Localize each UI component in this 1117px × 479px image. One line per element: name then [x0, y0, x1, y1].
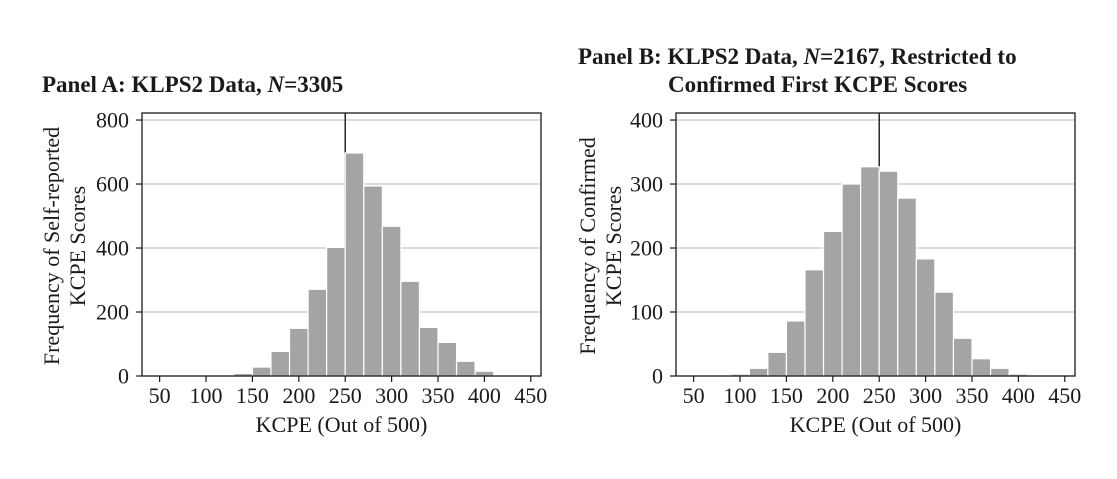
panel-a-y-axis-label-line-1: Frequency of Self-reported [39, 127, 64, 365]
panel-b-plot-frame [675, 112, 1076, 377]
panel-b-y-tick-label: 300 [630, 172, 663, 197]
panel-a-x-tick-label: 300 [375, 383, 408, 408]
panel-b-bar [860, 166, 880, 377]
panel-b-y-tick-label: 0 [652, 364, 663, 389]
panel-b-bar [915, 258, 936, 377]
panel-a-y-tick-label: 400 [96, 236, 129, 261]
panel-a-x-axis-label: KCPE (Out of 500) [256, 412, 428, 437]
panel-a-bar [326, 246, 346, 377]
panel-a-x-tick-label: 350 [422, 383, 455, 408]
panel-b-x-tick-label: 100 [724, 383, 757, 408]
panel-b-bar [934, 291, 955, 377]
panel-a-y-tick-label: 800 [96, 108, 129, 133]
panel-a-bar [400, 280, 421, 377]
panel-a-bar [437, 341, 458, 377]
panel-a: Panel A: KLPS2 Data, N=3305 Frequency of… [39, 72, 547, 437]
panel-b-bar [748, 367, 769, 377]
panel-a-x-tick-label: 200 [282, 383, 315, 408]
panel-b-y-tick-label: 100 [630, 300, 663, 325]
panel-b-title-line-1: Panel B: KLPS2 Data, N=2167, Restricted … [578, 44, 1017, 69]
panel-b-x-tick-label: 450 [1048, 383, 1081, 408]
panel-b-bar [785, 320, 806, 377]
panel-b-bar [878, 170, 899, 377]
panel-a-bar [418, 326, 439, 377]
panel-a-bar [455, 360, 476, 377]
panel-b-x-tick-label: 250 [863, 383, 896, 408]
panel-a-y-tick-label: 0 [118, 364, 129, 389]
panel-a-bar [270, 350, 291, 377]
panel-b-bar [804, 269, 825, 377]
panel-b-x-tick-label: 400 [1002, 383, 1035, 408]
panel-a-bar [288, 327, 309, 377]
panel-b-y-axis-label-line-1: Frequency of Confirmed [575, 137, 600, 355]
panel-a-y-tick-label: 600 [96, 172, 129, 197]
panel-b-x-tick-label: 200 [816, 383, 849, 408]
panel-b-x-tick-label: 50 [683, 383, 705, 408]
panel-b-x-tick-label: 300 [909, 383, 942, 408]
panel-b-y-tick-label: 200 [630, 236, 663, 261]
panel-a-x-tick-label: 50 [149, 383, 171, 408]
panel-b-y-tick-label: 400 [630, 108, 663, 133]
panel-a-x-tick-label: 250 [329, 383, 362, 408]
panel-b-plot-area: 0 100 200 300 400 50 100 150 200 250 300 350 400 450 [630, 108, 1081, 408]
panel-b: Panel B: KLPS2 Data, N=2167, Restricted … [575, 44, 1081, 437]
panel-a-plot-area: 0 200 400 600 800 50 100 150 200 250 300 350 400 450 [96, 108, 547, 408]
panel-b-bar [841, 183, 862, 377]
panel-b-x-tick-label: 350 [956, 383, 989, 408]
panel-b-title-line-2: Confirmed First KCPE Scores [668, 72, 967, 97]
panel-a-bar [344, 152, 365, 377]
panel-a-plot-frame [141, 112, 542, 377]
panel-b-bar [952, 337, 973, 377]
panel-a-bar [381, 225, 402, 377]
panel-b-bar [989, 367, 1010, 377]
panel-a-bar [251, 366, 272, 377]
panel-a-y-axis-label-line-2: KCPE Scores [65, 186, 90, 306]
panel-a-x-tick-label: 450 [514, 383, 547, 408]
panel-a-bar [474, 370, 495, 377]
panel-a-title: Panel A: KLPS2 Data, N=3305 [42, 72, 343, 97]
panel-b-bar [822, 230, 843, 377]
panel-a-bar [363, 185, 383, 377]
panel-a-y-tick-label: 200 [96, 300, 129, 325]
panel-b-x-axis-label: KCPE (Out of 500) [790, 412, 962, 437]
panel-a-bar [307, 288, 328, 377]
panel-b-x-tick-label: 150 [770, 383, 803, 408]
panel-b-y-axis-label-line-2: KCPE Scores [601, 186, 626, 306]
panel-a-x-tick-label: 150 [236, 383, 269, 408]
panel-b-bar [767, 351, 788, 377]
panel-b-bar [897, 197, 917, 377]
panel-a-x-tick-label: 400 [468, 383, 501, 408]
panel-b-bar [971, 358, 992, 377]
panel-a-x-tick-label: 100 [190, 383, 223, 408]
